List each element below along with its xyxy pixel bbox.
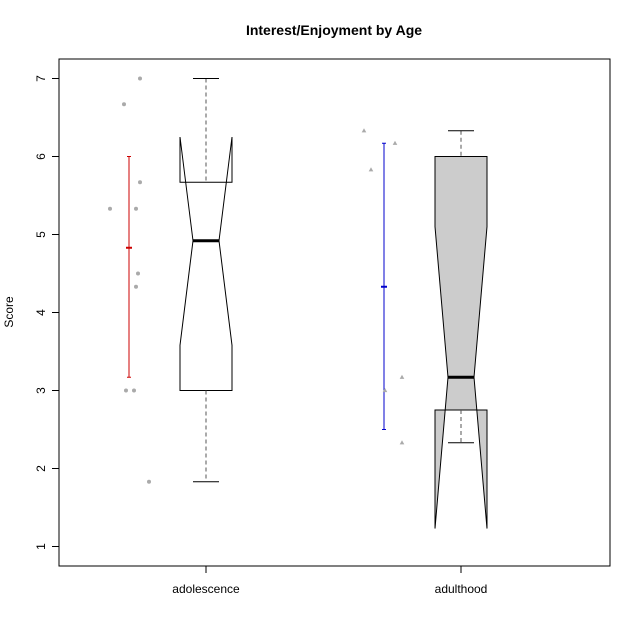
- x-tick-label: adulthood: [435, 582, 488, 596]
- y-tick-label: 7: [34, 75, 48, 82]
- data-point: [134, 206, 138, 211]
- data-point: [132, 388, 136, 393]
- notched-box: [434, 156, 488, 529]
- data-point: [136, 271, 140, 276]
- y-axis-label: Score: [2, 296, 16, 328]
- data-point: [392, 140, 398, 145]
- data-point: [399, 440, 405, 445]
- box-group-adulthood: [361, 128, 488, 529]
- plot-frame: [58, 58, 611, 567]
- data-point: [361, 128, 367, 133]
- x-axis: adolescence adulthood: [172, 565, 488, 596]
- y-tick-label: 5: [34, 231, 48, 238]
- y-tick-label: 3: [34, 387, 48, 394]
- y-axis: 1 2 3 4 5 6 7: [34, 75, 60, 550]
- data-point: [147, 479, 151, 484]
- data-point: [368, 167, 374, 172]
- y-tick-label: 1: [34, 543, 48, 550]
- data-point: [399, 374, 405, 379]
- data-point: [382, 388, 388, 393]
- x-tick-label: adolescence: [172, 582, 240, 596]
- chart-marks: [108, 76, 488, 529]
- box-group-adolescence: [108, 76, 233, 484]
- chart-title: Interest/Enjoyment by Age: [246, 22, 422, 38]
- data-point: [124, 388, 128, 393]
- data-point: [108, 206, 112, 211]
- data-point: [134, 284, 138, 289]
- data-point: [122, 102, 126, 107]
- y-tick-label: 2: [34, 465, 48, 472]
- data-point: [138, 76, 142, 81]
- data-point: [138, 180, 142, 185]
- notched-box: [179, 136, 233, 391]
- y-tick-label: 6: [34, 153, 48, 160]
- y-tick-label: 4: [34, 309, 48, 316]
